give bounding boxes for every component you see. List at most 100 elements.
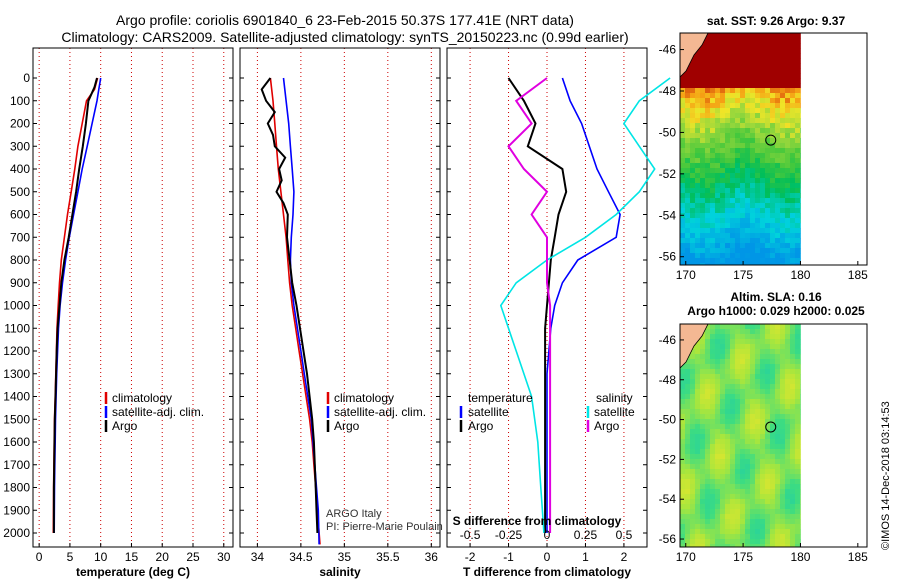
map-cell (750, 479, 756, 485)
map-cell (750, 469, 756, 475)
map-cell (770, 118, 776, 124)
map-cell (785, 424, 791, 430)
depth-tick-label: 1800 (3, 481, 30, 495)
map-cell (800, 73, 801, 79)
map-cell (700, 349, 706, 355)
map-cell (720, 329, 726, 335)
map-cell (745, 38, 751, 44)
map-cell (725, 123, 731, 129)
map-cell (690, 399, 696, 405)
map-cell (710, 379, 716, 385)
map-cell (780, 128, 786, 134)
map-cell (680, 108, 686, 114)
map-cell (755, 218, 761, 224)
depth-tick-label: 900 (10, 276, 30, 290)
map-cell (720, 339, 726, 345)
map-cell (695, 163, 701, 169)
map-cell (775, 118, 781, 124)
map-cell (720, 58, 726, 64)
map-y-tick-label: -46 (659, 333, 677, 347)
map-cell (790, 544, 796, 548)
map-cell (685, 108, 691, 114)
map-cell (770, 379, 776, 385)
map-cell (705, 414, 711, 420)
depth-tick-label: 1300 (3, 367, 30, 381)
map-cell (760, 334, 766, 340)
map-cell (795, 384, 801, 390)
map-cell (700, 334, 706, 340)
map-cell (700, 429, 706, 435)
map-cell (785, 324, 791, 330)
map-cell (790, 158, 796, 164)
map-cell (785, 529, 791, 535)
map-cell (690, 544, 696, 548)
map-cell (730, 78, 736, 84)
map-cell (690, 143, 696, 149)
map-cell (700, 188, 706, 194)
map-cell (780, 464, 786, 470)
map-cell (745, 459, 751, 465)
map-cell (735, 243, 741, 249)
map-cell (695, 143, 701, 149)
map-cell (735, 253, 741, 259)
map-cell (760, 103, 766, 109)
map-cell (735, 429, 741, 435)
map-cell (735, 188, 741, 194)
map-cell (695, 409, 701, 415)
map-cell (745, 349, 751, 355)
float-position-marker (765, 134, 777, 146)
map-cell (740, 514, 746, 520)
map-cell (715, 514, 721, 520)
map-cell (700, 113, 706, 119)
map-cell (725, 193, 731, 199)
map-cell (800, 359, 801, 365)
map-cell (715, 424, 721, 430)
map-cell (785, 409, 791, 415)
map-cell (785, 519, 791, 525)
map-cell (720, 354, 726, 360)
map-cell (765, 73, 771, 79)
map-cell (680, 203, 686, 209)
map-cell (720, 223, 726, 229)
map-cell (690, 193, 696, 199)
map-cell (800, 148, 801, 154)
map-cell (800, 494, 801, 500)
map-cell (705, 38, 711, 44)
map-cell (715, 414, 721, 420)
map-cell (800, 354, 801, 360)
map-cell (775, 53, 781, 59)
depth-tick-label: 0 (23, 71, 30, 85)
map-cell (720, 143, 726, 149)
map-cell (795, 253, 801, 259)
map-cell (710, 88, 716, 94)
map-cell (730, 479, 736, 485)
map-cell (680, 138, 686, 144)
map-cell (755, 228, 761, 234)
map-cell (770, 68, 776, 74)
map-cell (800, 514, 801, 520)
map-cell (780, 218, 786, 224)
map-cell (785, 168, 791, 174)
map-cell (705, 228, 711, 234)
map-cell (720, 243, 726, 249)
map-cell (730, 148, 736, 154)
map-cell (735, 133, 741, 139)
map-cell (760, 454, 766, 460)
map-cell (755, 243, 761, 249)
map-cell (770, 439, 776, 445)
map-cell (755, 429, 761, 435)
plot-frame (239, 47, 441, 548)
map-cell (735, 53, 741, 59)
map-cell (785, 384, 791, 390)
map-cell (795, 188, 801, 194)
map-cell (700, 198, 706, 204)
map-cell (705, 384, 711, 390)
map-cell (775, 98, 781, 104)
map-cell (770, 514, 776, 520)
map-cell (740, 414, 746, 420)
map-cell (685, 163, 691, 169)
map-cell (795, 53, 801, 59)
map-cell (710, 198, 716, 204)
map-cell (690, 369, 696, 375)
map-cell (705, 469, 711, 475)
